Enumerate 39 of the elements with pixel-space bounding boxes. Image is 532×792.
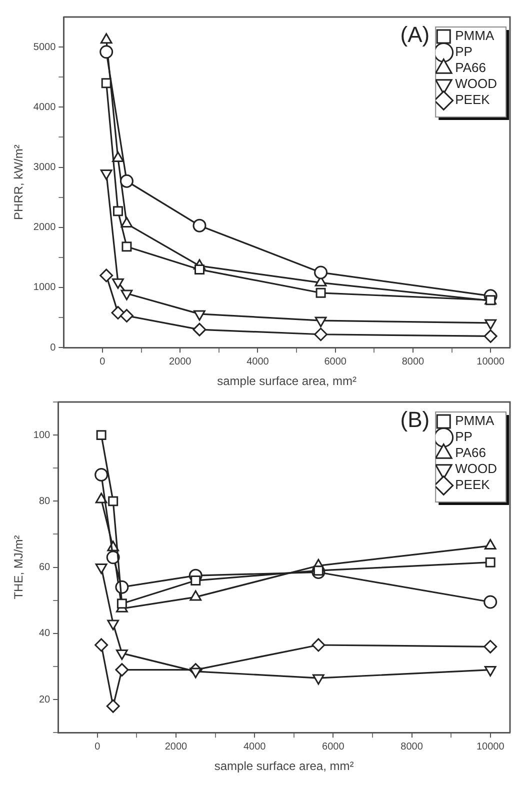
y-axis-title: PHRR, kW/m² [12,144,26,220]
legend-label: WOOD [455,76,498,92]
y-tick-label: 80 [38,496,51,507]
y-tick-label: 20 [38,694,51,706]
x-tick-label: 8000 [400,741,424,752]
legend-label: PA66 [455,445,486,460]
x-tick-label: 6000 [322,741,345,752]
legend-label: PMMA [455,413,494,428]
legend-label: PA66 [455,60,486,76]
y-tick-label: 3000 [33,162,56,174]
y-tick-label: 2000 [33,222,56,234]
x-tick-label: 4000 [246,356,270,368]
y-tick-label: 0 [50,342,56,354]
x-tick-label: 10000 [476,356,505,368]
x-tick-label: 4000 [243,741,266,752]
annotation: (B) [400,407,430,432]
y-tick-label: 40 [38,628,51,640]
legend-label: PP [455,429,472,444]
x-tick-label: 8000 [402,356,425,368]
x-tick-label: 0 [100,356,106,368]
x-axis-title: sample surface area, mm² [217,374,357,388]
y-tick-label: 100 [33,430,51,441]
x-tick-label: 10000 [476,741,505,752]
legend-label: WOOD [455,461,498,476]
y-tick-label: 5000 [33,42,56,53]
legend-label: PMMA [455,28,494,44]
legend-label: PEEK [455,477,490,492]
y-tick-label: 1000 [33,282,56,294]
x-axis-title: sample surface area, mm² [214,759,354,774]
legend-label: PP [455,44,472,60]
x-tick-label: 0 [94,741,101,752]
x-tick-label: 6000 [324,356,347,368]
y-axis-title: THE, MJ/m² [12,535,26,600]
x-tick-label: 2000 [164,741,188,752]
annotation: (A) [400,22,430,48]
y-tick-label: 4000 [33,102,56,113]
x-tick-label: 2000 [168,356,192,368]
y-tick-label: 60 [38,562,51,574]
legend-label: PEEK [455,92,490,108]
